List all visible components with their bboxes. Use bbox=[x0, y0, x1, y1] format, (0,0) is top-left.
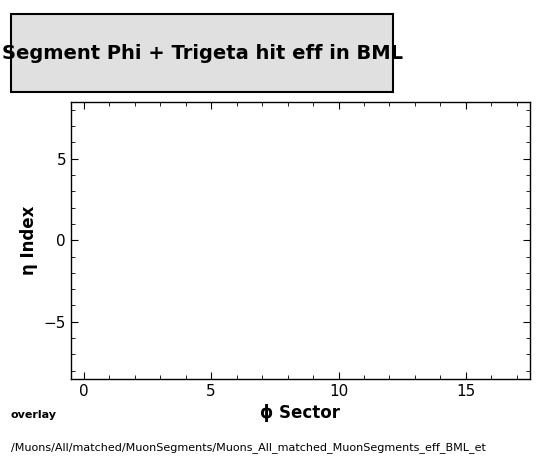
X-axis label: ϕ Sector: ϕ Sector bbox=[260, 404, 340, 422]
Text: /Muons/All/matched/MuonSegments/Muons_All_matched_MuonSegments_eff_BML_et: /Muons/All/matched/MuonSegments/Muons_Al… bbox=[11, 442, 486, 453]
Y-axis label: η Index: η Index bbox=[20, 206, 38, 275]
Text: overlay: overlay bbox=[11, 410, 57, 420]
Text: Segment Phi + Trigeta hit eff in BML: Segment Phi + Trigeta hit eff in BML bbox=[2, 43, 402, 63]
